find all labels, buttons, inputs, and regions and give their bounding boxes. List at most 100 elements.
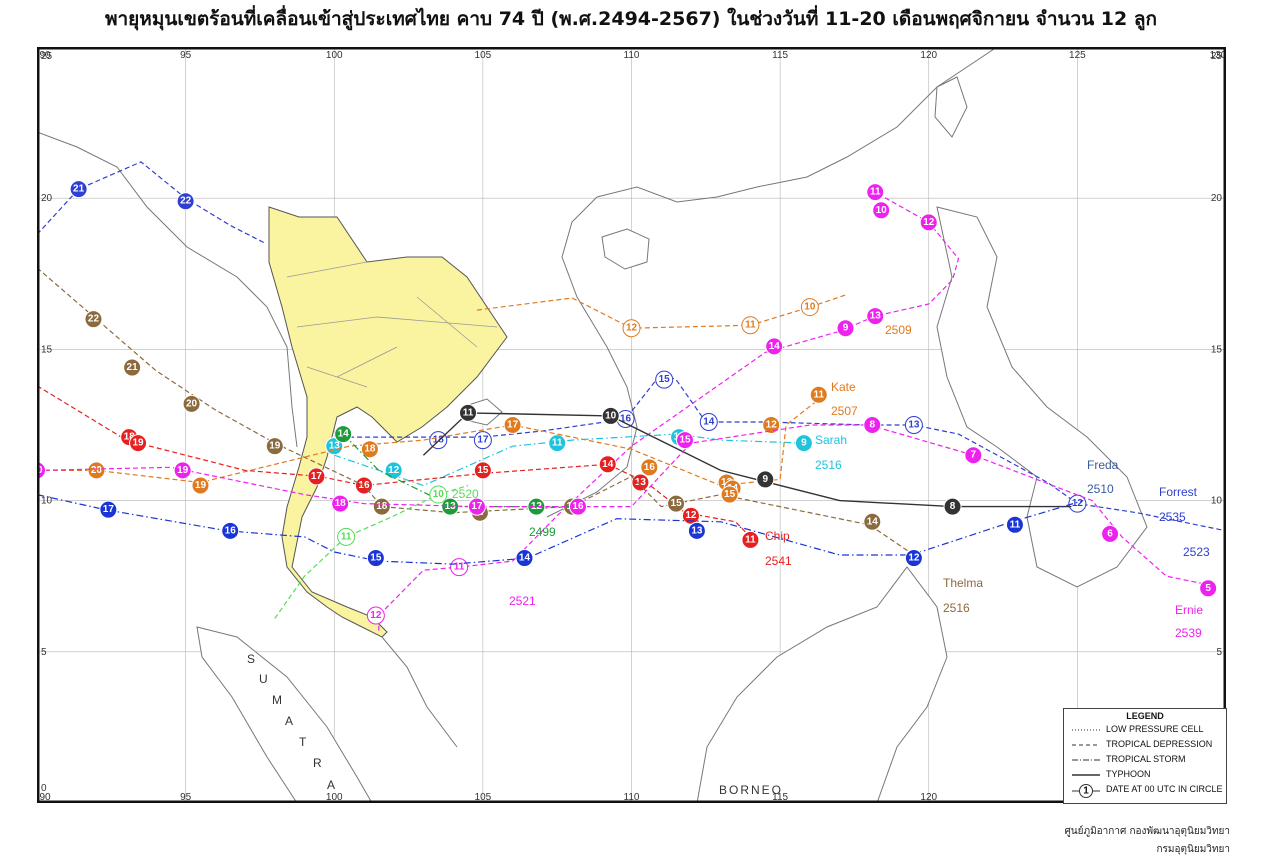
date-circle (904, 549, 923, 568)
storm-label: 2510 (1087, 482, 1114, 496)
sumatra-letter: S (247, 652, 255, 666)
storm-track: 2019181716158765 (37, 416, 1218, 598)
date-number: 13 (445, 501, 457, 512)
date-number: 11 (463, 407, 474, 418)
date-number: 12 (370, 610, 382, 621)
credit-agency: กรมอุตุนิยมวิทยา (1156, 844, 1231, 855)
date-circle (221, 521, 240, 540)
date-circle (964, 446, 983, 465)
date-number: 20 (186, 398, 198, 409)
storm-label: Sarah (815, 433, 847, 447)
date-circle (866, 183, 885, 202)
longitude-tick-label: 115 (772, 792, 788, 803)
longitude-tick-label: 125 (1069, 50, 1086, 61)
date-number: 5 (1205, 583, 1211, 594)
date-number: 17 (471, 501, 483, 512)
date-circle (366, 549, 385, 568)
date-circle (809, 385, 828, 404)
latitude-tick-label: 5 (41, 647, 47, 658)
date-circle (191, 476, 210, 495)
date-circle (756, 470, 775, 489)
legend-circle-number: 1 (1083, 786, 1089, 797)
storm-track: 11 10 (274, 484, 469, 619)
legend-box: LEGEND LOW PRESSURE CELL TROPICAL DEPRES… (1063, 708, 1227, 804)
date-number: 20 (91, 465, 103, 476)
date-circle (640, 458, 659, 477)
date-number: 8 (950, 501, 956, 512)
date-circle (720, 485, 739, 504)
date-number: 20 (37, 465, 43, 476)
sumatra-letter: R (313, 756, 322, 770)
storm-label: 2523 (1183, 545, 1210, 559)
date-number: 13 (329, 441, 341, 452)
date-number: 13 (691, 525, 703, 536)
legend-title: LEGEND (1126, 711, 1164, 721)
date-number: 11 (454, 562, 465, 573)
storm-label: Ernie (1175, 603, 1203, 617)
date-circle (800, 298, 819, 317)
date-circle (84, 310, 103, 329)
date-number: 12 (388, 465, 400, 476)
date-number: 16 (620, 413, 632, 424)
date-circle (366, 606, 385, 625)
date-number: 10 (876, 205, 888, 216)
date-circle (384, 461, 403, 480)
date-circle (182, 394, 201, 413)
date-number: 17 (507, 420, 519, 431)
legend-label: DATE AT 00 UTC IN CIRCLE (1106, 784, 1223, 794)
longitude-tick-label: 100 (326, 50, 343, 61)
date-circle (836, 319, 855, 338)
storm-track: 14 13 12 (334, 425, 573, 516)
date-circle (699, 412, 718, 431)
date-circle (459, 403, 478, 422)
legend-label: TYPHOON (1106, 769, 1151, 779)
date-number: 18 (376, 501, 388, 512)
latitude-tick-label: 25 (41, 51, 53, 62)
date-number: 12 (923, 217, 935, 228)
storm-label: 2541 (765, 554, 792, 568)
axis-ticks: 9090959510010010510511011011511512012012… (39, 50, 1226, 803)
date-circle (1199, 579, 1218, 598)
legend-item-typhoon: TYPHOON (1070, 768, 1224, 782)
date-number: 19 (269, 441, 281, 452)
legend-label: LOW PRESSURE CELL (1106, 724, 1204, 734)
date-circle (176, 192, 195, 211)
sumatra-letter: A (327, 778, 335, 792)
date-number: 11 (870, 187, 881, 198)
track-path (37, 424, 1212, 586)
storm-label: 2535 (1159, 510, 1186, 524)
date-number: 11 (341, 531, 352, 542)
china-coast-outline (596, 47, 998, 203)
storm-label: 2539 (1175, 626, 1202, 640)
legend-label: TROPICAL STORM (1106, 754, 1186, 764)
date-number: 22 (180, 196, 192, 207)
date-number: 11 (813, 389, 824, 400)
legend-item-tropical-storm: TROPICAL STORM (1070, 753, 1224, 767)
latitude-tick-label: 25 (1211, 51, 1223, 62)
date-circle (265, 437, 284, 456)
date-number: 16 (225, 525, 237, 536)
legend-item-low-pressure: LOW PRESSURE CELL (1070, 723, 1224, 737)
track-path (37, 267, 915, 556)
map-title: พายุหมุนเขตร้อนที่เคลื่อนเข้าสู่ประเทศไท… (104, 8, 1158, 30)
date-number: 14 (338, 429, 350, 440)
storm-labels: 2509 Kate 2507 Sarah 2516 Freda 2510 For… (452, 323, 1210, 640)
latitude-tick-label: 20 (1211, 193, 1223, 204)
sumatra-letter: M (272, 693, 282, 707)
date-number: 18 (124, 432, 136, 443)
vietnam-coast (546, 196, 638, 518)
date-circle (1005, 515, 1024, 534)
date-number: 12 (626, 323, 638, 334)
date-circle (307, 467, 326, 486)
storm-track: 12 11 10 (476, 294, 846, 338)
storm-track: 21 22 (37, 161, 267, 245)
date-circle (794, 434, 813, 453)
date-circle (372, 497, 391, 516)
date-number: 12 (685, 510, 697, 521)
date-number: 15 (370, 553, 382, 564)
date-circle (473, 461, 492, 480)
date-number: 18 (335, 498, 347, 509)
longitude-tick-label: 90 (39, 792, 51, 803)
longitude-tick-label: 100 (326, 792, 343, 803)
